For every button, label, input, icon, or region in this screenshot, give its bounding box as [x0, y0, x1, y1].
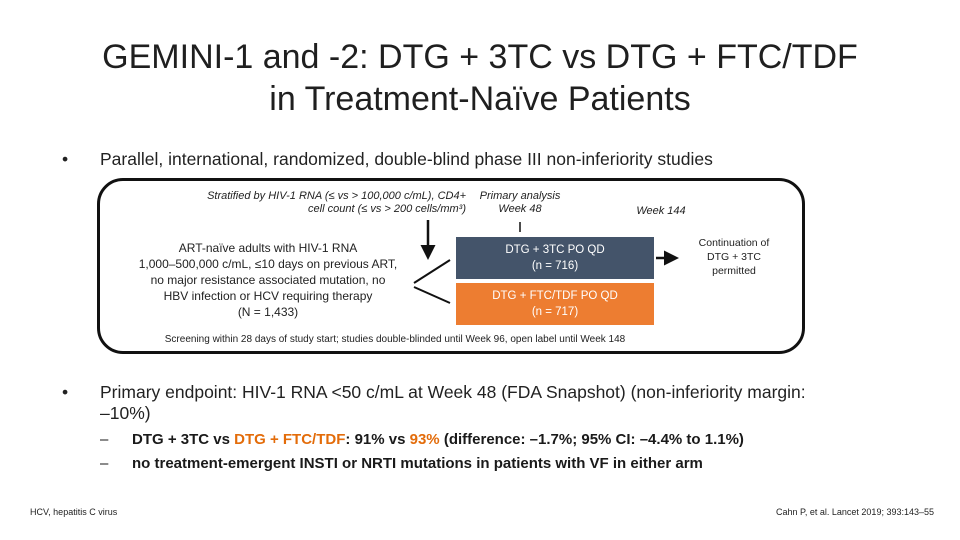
- study-design-panel: [97, 178, 805, 354]
- arm-n: (n = 716): [531, 260, 579, 272]
- bullet-marker: •: [62, 382, 69, 402]
- dash-marker: –: [100, 455, 109, 472]
- arm-dtg-ftc-tdf: DTG + FTC/TDF PO QD (n = 717): [456, 283, 654, 325]
- bullet-marker: •: [62, 149, 69, 169]
- dash-marker: –: [100, 431, 109, 448]
- resistance-text: no treatment-emergent INSTI or NRTI muta…: [132, 455, 703, 472]
- results-text: DTG + 3TC vs DTG + FTC/TDF: 91% vs 93% (…: [132, 431, 744, 448]
- randomize-arrow-up: [413, 259, 451, 284]
- bullet-primary-endpoint: • Primary endpoint: HIV-1 RNA <50 c/mL a…: [62, 382, 842, 426]
- screening-note: Screening within 28 days of study start;…: [164, 334, 626, 345]
- bullet-text: Primary endpoint: HIV-1 RNA <50 c/mL at …: [100, 382, 806, 423]
- arm-n: (n = 717): [531, 306, 579, 318]
- continuation-note: Continuation of DTG + 3TC permitted: [698, 237, 770, 277]
- footnote-abbreviation: HCV, hepatitis C virus: [30, 507, 118, 517]
- slide-title: GEMINI-1 and -2: DTG + 3TC vs DTG + FTC/…: [0, 36, 960, 120]
- week-144-label: Week 144: [636, 205, 686, 217]
- title-line-2: in Treatment-Naïve Patients: [269, 80, 691, 118]
- footnote-citation: Cahn P, et al. Lancet 2019; 393:143–55: [776, 507, 934, 517]
- primary-analysis-note: Primary analysis Week 48: [479, 190, 561, 215]
- arm-dtg-3tc: DTG + 3TC PO QD (n = 716): [456, 237, 654, 279]
- arm-label: DTG + FTC/TDF PO QD: [492, 290, 618, 302]
- population-description: ART-naïve adults with HIV-1 RNA 1,000–50…: [138, 241, 398, 319]
- stratification-note: Stratified by HIV-1 RNA (≤ vs > 100,000 …: [207, 190, 466, 215]
- title-line-1: GEMINI-1 and -2: DTG + 3TC vs DTG + FTC/…: [102, 38, 858, 76]
- arm-label: DTG + 3TC PO QD: [505, 244, 605, 256]
- bullet-text: Parallel, international, randomized, dou…: [100, 149, 713, 169]
- randomize-arrow-down: [413, 286, 451, 304]
